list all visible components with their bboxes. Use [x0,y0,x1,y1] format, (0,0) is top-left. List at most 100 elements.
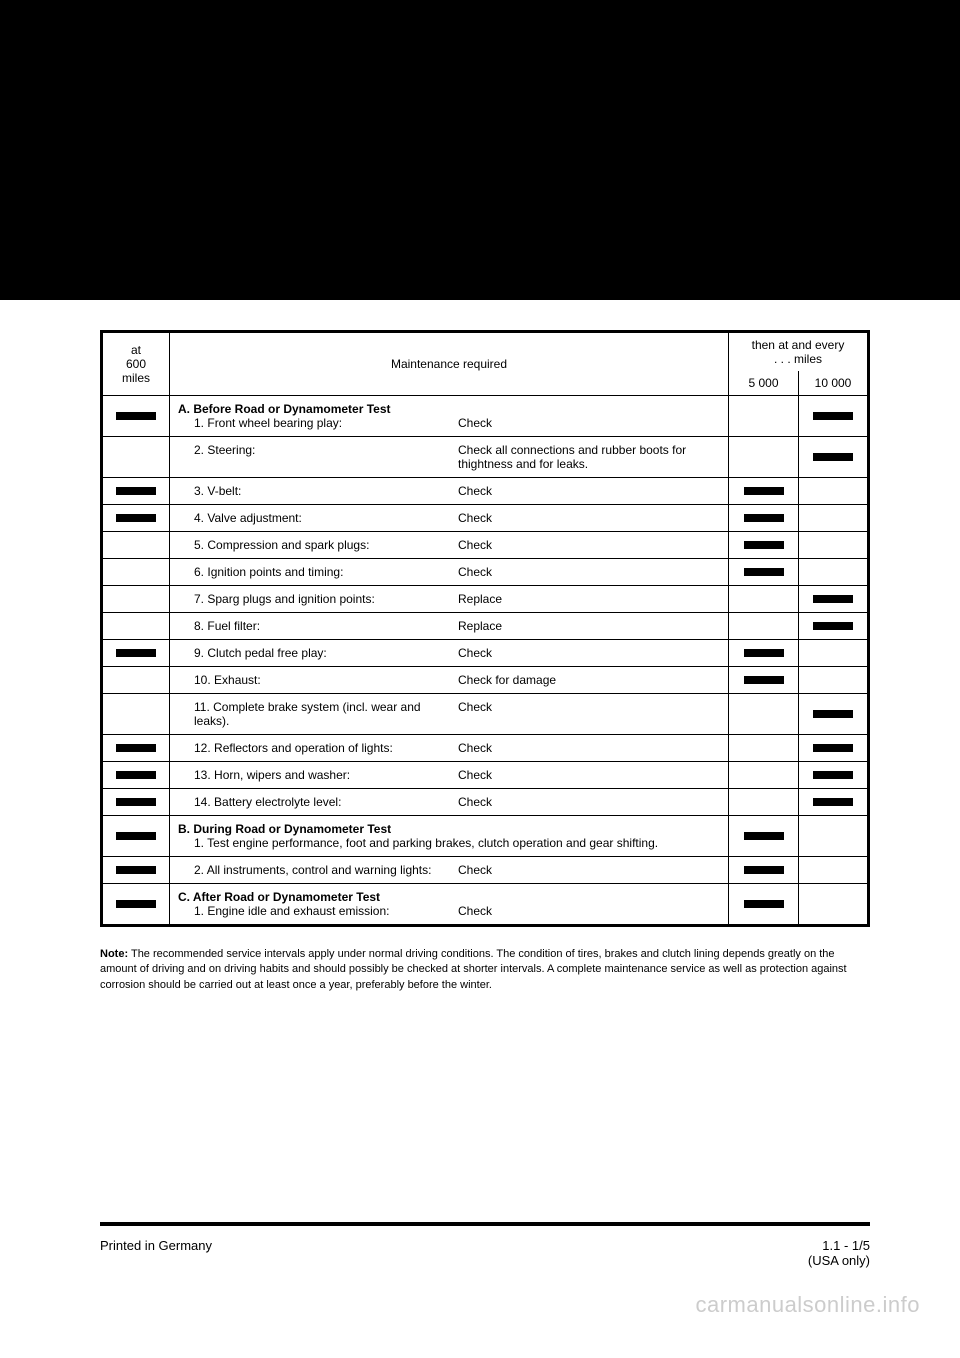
mark-a11-600 [102,694,170,735]
mark-a3-600 [102,478,170,505]
cell-a12: 12. Reflectors and operation of lights: … [170,735,729,762]
cell-a8: 8. Fuel filter: Replace [170,613,729,640]
a10-action: Check for damage [458,673,720,687]
mark-a12-10000 [799,735,869,762]
note-block: Note: The recommended service intervals … [100,947,870,993]
cell-a10: 10. Exhaust: Check for damage [170,667,729,694]
row-a10: 10. Exhaust: Check for damage [102,667,869,694]
section-b-title: B. During Road or Dynamometer Test [178,822,720,836]
note-text: The recommended service intervals apply … [100,948,847,991]
a2-action: Check all connections and rubber boots f… [458,443,720,471]
cell-a14: 14. Battery electrolyte level: Check [170,789,729,816]
mark-a2-600 [102,437,170,478]
note-label: Note: [100,948,128,960]
a12-text: 12. Reflectors and operation of lights: [178,741,458,755]
cell-a5: 5. Compression and spark plugs: Check [170,532,729,559]
mark-a12-5000 [729,735,799,762]
mark-a8-10000 [799,613,869,640]
mark-a1-10000 [799,396,869,437]
cell-a7: 7. Sparg plugs and ignition points: Repl… [170,586,729,613]
mark-b1-10000 [799,816,869,857]
row-a7: 7. Sparg plugs and ignition points: Repl… [102,586,869,613]
a4-action: Check [458,511,720,525]
mark-a6-600 [102,559,170,586]
mark-c1-600 [102,884,170,926]
mark-a5-10000 [799,532,869,559]
mark-a9-5000 [729,640,799,667]
row-a9: 9. Clutch pedal free play: Check [102,640,869,667]
b1-text: 1. Test engine performance, foot and par… [178,836,720,850]
header-maintenance: Maintenance required [170,332,729,396]
a2-text: 2. Steering: [178,443,458,471]
mark-a13-5000 [729,762,799,789]
a7-text: 7. Sparg plugs and ignition points: [178,592,458,606]
footer-right: 1.1 - 1/5 (USA only) [808,1238,870,1268]
mark-a9-10000 [799,640,869,667]
a8-text: 8. Fuel filter: [178,619,458,633]
row-a1: A. Before Road or Dynamometer Test 1. Fr… [102,396,869,437]
cell-a2: 2. Steering: Check all connections and r… [170,437,729,478]
a14-text: 14. Battery electrolyte level: [178,795,458,809]
a6-text: 6. Ignition points and timing: [178,565,458,579]
header-10000: 10 000 [799,371,869,396]
mark-a11-5000 [729,694,799,735]
row-a4: 4. Valve adjustment: Check [102,505,869,532]
header-then-label: then at and every [752,338,845,352]
a3-text: 3. V-belt: [178,484,458,498]
mark-a3-10000 [799,478,869,505]
row-a8: 8. Fuel filter: Replace [102,613,869,640]
row-a5: 5. Compression and spark plugs: Check [102,532,869,559]
a11-text: 11. Complete brake system (incl. wear an… [178,700,458,728]
footer-divider [100,1222,870,1226]
section-a-title: A. Before Road or Dynamometer Test [178,402,720,416]
mark-b2-600 [102,857,170,884]
mark-a8-5000 [729,613,799,640]
a14-action: Check [458,795,720,809]
cell-a4: 4. Valve adjustment: Check [170,505,729,532]
mark-a9-600 [102,640,170,667]
mark-a4-600 [102,505,170,532]
header-then-every: then at and every . . . miles [729,332,869,372]
footer-content: Printed in Germany 1.1 - 1/5 (USA only) [100,1238,870,1268]
cell-b2: 2. All instruments, control and warning … [170,857,729,884]
a10-text: 10. Exhaust: [178,673,458,687]
mark-a14-5000 [729,789,799,816]
watermark: carmanualsonline.info [695,1292,920,1318]
cell-a3: 3. V-belt: Check [170,478,729,505]
header-600-label: 600 miles [122,357,150,385]
row-b1: B. During Road or Dynamometer Test 1. Te… [102,816,869,857]
mark-b1-600 [102,816,170,857]
row-a14: 14. Battery electrolyte level: Check [102,789,869,816]
footer-region: (USA only) [808,1253,870,1268]
a1-text: 1. Front wheel bearing play: [178,416,458,430]
mark-a4-10000 [799,505,869,532]
mark-c1-5000 [729,884,799,926]
header-at-label: at [131,343,141,357]
header-5000: 5 000 [729,371,799,396]
mark-a13-600 [102,762,170,789]
cell-a13: 13. Horn, wipers and washer: Check [170,762,729,789]
mark-a1-600 [102,396,170,437]
mark-a2-5000 [729,437,799,478]
mark-b2-10000 [799,857,869,884]
mark-a10-5000 [729,667,799,694]
mark-a14-10000 [799,789,869,816]
content-area: at 600 miles Maintenance required then a… [0,300,960,993]
cell-a1: A. Before Road or Dynamometer Test 1. Fr… [170,396,729,437]
a11-action: Check [458,700,720,728]
mark-a2-10000 [799,437,869,478]
row-a13: 13. Horn, wipers and washer: Check [102,762,869,789]
row-a6: 6. Ignition points and timing: Check [102,559,869,586]
b2-text: 2. All instruments, control and warning … [178,863,458,877]
section-c-title: C. After Road or Dynamometer Test [178,890,720,904]
cell-a11: 11. Complete brake system (incl. wear an… [170,694,729,735]
mark-a11-10000 [799,694,869,735]
mark-a10-600 [102,667,170,694]
cell-a9: 9. Clutch pedal free play: Check [170,640,729,667]
a9-action: Check [458,646,720,660]
row-a12: 12. Reflectors and operation of lights: … [102,735,869,762]
table-header-row-1: at 600 miles Maintenance required then a… [102,332,869,372]
mark-a5-600 [102,532,170,559]
mark-a3-5000 [729,478,799,505]
a13-text: 13. Horn, wipers and washer: [178,768,458,782]
